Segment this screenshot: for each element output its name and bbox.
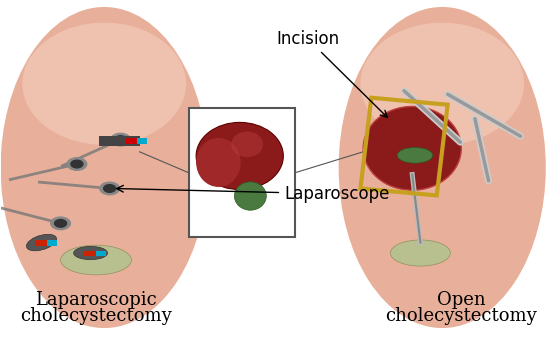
Bar	[96, 251, 106, 256]
Ellipse shape	[60, 245, 132, 275]
Bar	[137, 138, 147, 144]
Text: Incision: Incision	[276, 30, 387, 117]
Text: Open: Open	[437, 291, 486, 309]
Ellipse shape	[196, 122, 283, 190]
Ellipse shape	[231, 132, 263, 157]
Circle shape	[71, 160, 83, 168]
Ellipse shape	[196, 138, 241, 187]
Ellipse shape	[27, 234, 57, 251]
Circle shape	[67, 158, 87, 170]
Bar	[47, 240, 57, 246]
Circle shape	[100, 182, 119, 195]
Circle shape	[114, 136, 127, 143]
Ellipse shape	[363, 106, 461, 190]
Text: Laparoscope: Laparoscope	[117, 185, 390, 203]
Ellipse shape	[22, 23, 186, 145]
Bar	[189, 108, 295, 237]
Bar	[84, 251, 96, 256]
Bar	[35, 240, 47, 246]
Ellipse shape	[234, 182, 266, 210]
Circle shape	[51, 217, 70, 230]
Circle shape	[54, 220, 67, 227]
Ellipse shape	[74, 246, 108, 260]
Ellipse shape	[397, 147, 433, 163]
Circle shape	[104, 185, 115, 192]
Text: cholecystectomy: cholecystectomy	[20, 306, 172, 325]
Bar	[99, 136, 140, 146]
Ellipse shape	[360, 23, 524, 145]
Circle shape	[111, 133, 130, 146]
Ellipse shape	[390, 240, 451, 266]
Text: Laparoscopic: Laparoscopic	[35, 291, 157, 309]
Bar	[126, 138, 140, 144]
Text: cholecystectomy: cholecystectomy	[385, 306, 537, 325]
Ellipse shape	[339, 7, 546, 328]
Ellipse shape	[1, 7, 208, 328]
